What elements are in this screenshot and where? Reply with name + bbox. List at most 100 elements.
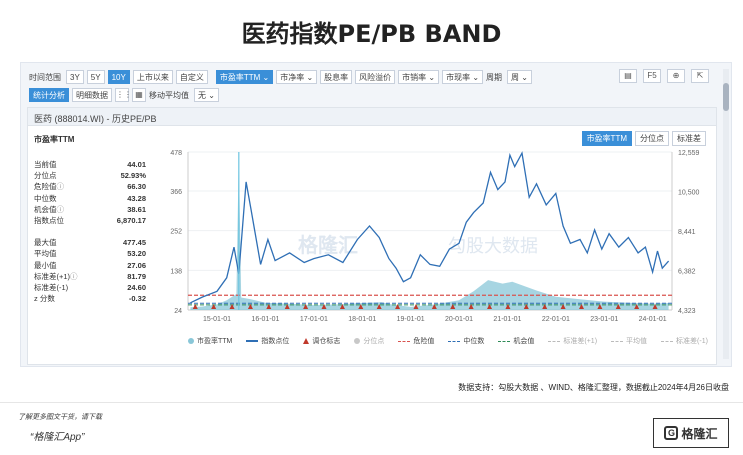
ps-select[interactable]: 市销率 ⌄ — [398, 70, 440, 84]
legend-label: 调仓标志 — [312, 338, 341, 345]
stat-row: 当前值 44.01 — [34, 159, 146, 170]
x-tick-label: 24-01-01 — [639, 316, 667, 323]
legend-swatch-icon — [398, 340, 411, 342]
range-3y-button[interactable]: 3Y — [66, 70, 84, 84]
x-tick-label: 15-01-01 — [203, 316, 231, 323]
scrollbar[interactable] — [723, 69, 729, 359]
legend-label: 危险值 — [413, 338, 435, 345]
x-tick-label: 21-01-01 — [493, 316, 521, 323]
pcf-select-label: 市现率 — [446, 73, 471, 82]
legend-label: 指数点位 — [261, 338, 290, 345]
logo-mark-icon: G — [664, 426, 679, 440]
dividend-yield-button[interactable]: 股息率 — [320, 70, 353, 84]
rebalance-marker — [376, 304, 382, 309]
legend-item[interactable]: 标准差(+1) — [548, 336, 597, 346]
legend-item[interactable]: 中位数 — [448, 336, 484, 346]
risk-premium-button[interactable]: 风险溢价 — [355, 70, 396, 84]
legend-swatch-icon — [188, 338, 194, 344]
stat-label: 危险值 — [34, 182, 57, 192]
stat-row: 分位点 52.93% — [34, 170, 146, 181]
stat-row: 平均值 53.20 — [34, 248, 146, 259]
x-tick-label: 20-01-01 — [445, 316, 473, 323]
ps-select-label: 市销率 — [402, 73, 427, 82]
stat-label: 当前值 — [34, 160, 57, 169]
pcf-select[interactable]: 市现率 ⌄ — [442, 70, 484, 84]
info-icon[interactable]: ⓘ — [56, 182, 65, 192]
stat-value: 52.93% — [120, 171, 146, 181]
stat-analysis-button[interactable]: 统计分析 — [29, 88, 69, 102]
range-custom-button[interactable]: 自定义 — [175, 70, 208, 84]
legend-swatch-icon — [498, 340, 511, 342]
watermark-text: 格隆汇 — [298, 233, 358, 257]
range-10y-button[interactable]: 10Y — [107, 70, 130, 84]
legend-item[interactable]: 调仓标志 — [303, 336, 340, 346]
legend-item[interactable]: 市盈率TTM — [188, 336, 232, 346]
excel-icon[interactable]: ▤ — [619, 69, 637, 83]
share-icon[interactable]: ⇱ — [691, 69, 709, 83]
x-tick-label: 18-01-01 — [348, 316, 376, 323]
ma-select[interactable]: 无 ⌄ — [194, 88, 219, 102]
y-right-tick-label: 12,559 — [678, 150, 700, 157]
toggle-std[interactable]: 标准差 — [672, 131, 706, 146]
info-icon[interactable]: ⓘ — [56, 204, 65, 214]
pe-band-chart[interactable]: 478 366 252 138 24 12,559 10,500 8,441 6,382 4,32… — [148, 148, 718, 324]
legend-item[interactable]: 危险值 — [398, 336, 434, 346]
table-icon[interactable]: ▦ — [132, 88, 146, 102]
page-title: 医药指数PE/PB BAND — [241, 20, 502, 48]
toolbar: 时间范围 3Y 5Y 10Y 上市以来 自定义 市盈率TTM ⌄ 市净率 ⌄ 股… — [29, 69, 532, 85]
stats-group-a: 当前值 44.01 分位点 52.93% 危险值 ⓘ 66.30 中位数 43.28 机会值 ⓘ… — [34, 159, 146, 226]
f5-button[interactable]: F5 — [643, 69, 661, 83]
range-5y-button[interactable]: 5Y — [86, 70, 105, 84]
legend-item[interactable]: 机会值 — [498, 336, 534, 346]
range-label: 时间范围 — [29, 72, 61, 82]
stat-row: 机会值 ⓘ 38.61 — [34, 204, 146, 215]
footer-note: 了解更多图文干货，请下载 — [18, 414, 102, 421]
legend-item[interactable]: 平均值 — [611, 336, 647, 346]
y-left-tick-label: 252 — [170, 229, 182, 236]
rebalance-marker — [321, 304, 327, 309]
toggle-percentile[interactable]: 分位点 — [635, 131, 669, 146]
stat-label: 分位点 — [34, 171, 57, 181]
scrollbar-thumb[interactable] — [723, 83, 729, 111]
stat-row: 指数点位 6,870.17 — [34, 215, 146, 226]
chevron-down-icon: ⌄ — [521, 73, 528, 82]
stat-label: 最大值 — [34, 238, 57, 248]
legend-item[interactable]: 分位点 — [354, 336, 384, 346]
range-since-listing-button[interactable]: 上市以来 — [132, 70, 173, 84]
legend-swatch-icon — [548, 340, 561, 342]
legend-swatch-icon — [354, 338, 361, 344]
legend-swatch-icon — [303, 338, 310, 344]
metric-toggle-group: 市盈率TTM 分位点 标准差 — [581, 131, 706, 146]
x-tick-label: 16-01-01 — [251, 316, 279, 323]
rebalance-marker — [523, 304, 529, 309]
legend-label: 机会值 — [513, 338, 535, 345]
rebalance-marker — [192, 304, 198, 309]
stat-value: 27.06 — [127, 260, 146, 270]
stat-row: 最大值 477.45 — [34, 237, 146, 248]
stats-column: 市盈率TTM 当前值 44.01 分位点 52.93% 危险值 ⓘ 66.30 中位数 43.… — [34, 134, 146, 304]
grid-settings-icon[interactable]: ⋮⋮ — [115, 88, 132, 102]
rebalance-marker — [395, 304, 401, 309]
stat-row: z 分数 -0.32 — [34, 293, 146, 304]
info-icon[interactable]: ⓘ — [70, 271, 78, 281]
app-frame: 时间范围 3Y 5Y 10Y 上市以来 自定义 市盈率TTM ⌄ 市净率 ⌄ 股… — [20, 62, 732, 367]
period-select[interactable]: 周 ⌄ — [507, 70, 532, 84]
toggle-pe-ttm[interactable]: 市盈率TTM — [581, 131, 632, 146]
pb-select[interactable]: 市净率 ⌄ — [276, 70, 318, 84]
index-level-line — [190, 151, 670, 304]
add-icon[interactable]: ⊕ — [667, 69, 685, 83]
chevron-down-icon: ⌄ — [428, 73, 436, 82]
legend-swatch-icon — [661, 340, 674, 342]
rebalance-marker — [211, 304, 217, 309]
stat-value: 53.20 — [127, 249, 146, 259]
legend-label: 平均值 — [626, 338, 648, 345]
legend-item[interactable]: 标准差(-1) — [661, 336, 708, 346]
rebalance-marker — [229, 304, 235, 309]
metric-title: 市盈率TTM — [34, 135, 75, 144]
legend-item[interactable]: 指数点位 — [246, 336, 289, 346]
logo-text: 格隆汇 — [681, 426, 718, 441]
stat-value: 81.79 — [127, 271, 146, 281]
pe-ttm-select[interactable]: 市盈率TTM ⌄ — [215, 70, 274, 84]
stat-value: 477.45 — [123, 238, 146, 248]
detail-data-button[interactable]: 明细数据 — [72, 88, 112, 102]
